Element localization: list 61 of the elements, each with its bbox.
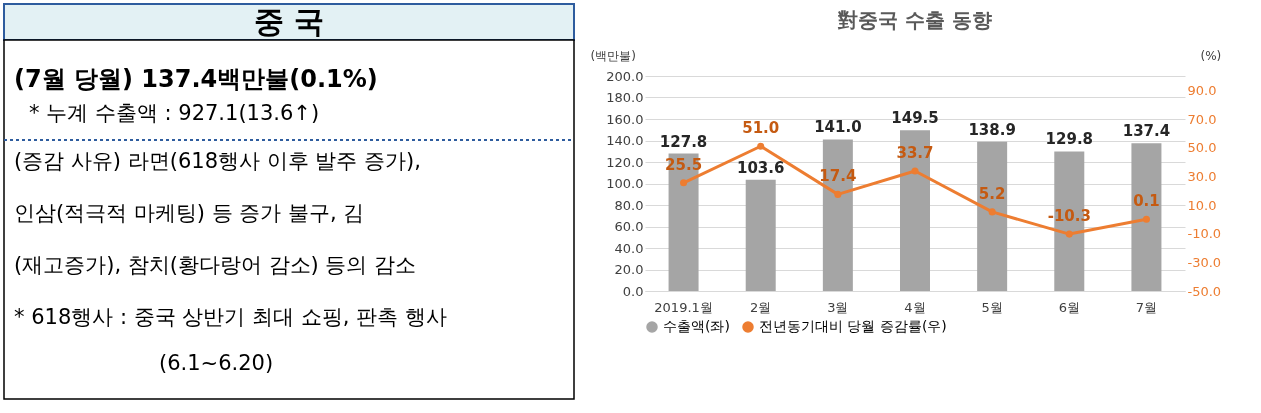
y-tick-label: 200.0 — [606, 68, 644, 84]
point — [911, 167, 919, 175]
data-label: 141.0 — [814, 118, 862, 137]
y-tick-label: 120.0 — [606, 154, 644, 170]
data-label: 127.8 — [659, 132, 708, 151]
y-tick-label: 160.0 — [606, 111, 644, 127]
data-label: 138.9 — [968, 120, 1016, 139]
text: (7월 당월) 137.4백만불(0.1%) — [14, 65, 378, 93]
point — [988, 208, 996, 216]
x-tick-label: 6월 — [1058, 299, 1080, 315]
data-label: 137.4 — [1122, 122, 1171, 141]
y2-axis-title: (%) — [1200, 48, 1222, 63]
y2-tick-label: 90.0 — [1187, 82, 1217, 98]
data-label: 149.5 — [891, 109, 939, 128]
bar — [1131, 143, 1162, 291]
x-tick-label: 2월 — [750, 299, 772, 315]
x-tick-label: 5월 — [981, 299, 1003, 315]
point — [834, 190, 842, 198]
point — [680, 179, 688, 187]
bar — [668, 153, 699, 291]
x-tick-label: 2019.1월 — [654, 299, 713, 315]
y-tick-label: 40.0 — [614, 240, 644, 256]
point — [757, 142, 765, 150]
bar — [977, 141, 1008, 291]
y-tick-label: 0.0 — [622, 283, 644, 299]
y-tick-label: 20.0 — [614, 262, 644, 277]
chart-title: 對중국 수출 동향 — [837, 8, 992, 32]
y2-tick-label: 50.0 — [1187, 140, 1217, 156]
text: * 누계 수출액 : 927.1(13.6↑) — [29, 101, 320, 125]
legend-label: 수출액(좌) — [663, 318, 730, 334]
bar — [745, 179, 776, 291]
data-label: 5.2 — [978, 184, 1006, 203]
data-label: 25.5 — [665, 155, 703, 174]
y-tick-label: 140.0 — [606, 133, 644, 148]
point — [1065, 230, 1073, 238]
data-label: 103.6 — [736, 158, 785, 177]
text: (증감 사유) 라면(618행사 이후 발주 증가), — [14, 149, 421, 173]
point — [1142, 215, 1150, 223]
y-tick-label: 80.0 — [614, 197, 644, 213]
text: (6.1~6.20) — [159, 351, 274, 375]
text: 중 국 — [253, 4, 325, 39]
y2-tick-label: 30.0 — [1187, 168, 1217, 184]
x-tick-label: 3월 — [827, 299, 849, 315]
y2-tick-label: 70.0 — [1187, 111, 1217, 127]
text: * 618행사 : 중국 상반기 최대 쇼핑, 판촉 행사 — [14, 305, 447, 329]
y2-tick-label: -10.0 — [1187, 226, 1222, 242]
y2-tick-label: -50.0 — [1187, 283, 1222, 299]
text: 인삼(적극적 마케팅) 등 증가 불구, 김 — [14, 201, 365, 225]
legend-label: 전년동기대비 당월 증감률(우) — [759, 318, 947, 334]
x-tick-label: 7월 — [1135, 299, 1158, 315]
x-tick-label: 4월 — [904, 299, 926, 315]
data-label: 51.0 — [742, 119, 780, 138]
text: (재고증가), 참치(황다랑어 감소) 등의 감소 — [14, 253, 417, 277]
y-tick-label: 180.0 — [606, 90, 644, 105]
data-label: 0.1 — [1133, 192, 1160, 211]
y2-tick-label: -30.0 — [1187, 254, 1222, 270]
y-tick-label: 60.0 — [614, 219, 644, 234]
data-label: 129.8 — [1045, 130, 1094, 149]
y-tick-label: 100.0 — [606, 176, 644, 191]
y2-tick-label: 10.0 — [1187, 197, 1217, 213]
y-axis-title: (백만불) — [590, 48, 636, 63]
